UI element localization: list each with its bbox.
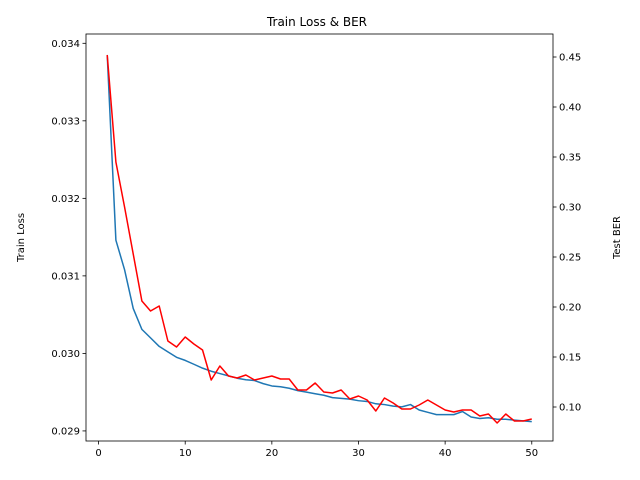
x-axis: 0 10 20 30 40 50 — [95, 441, 538, 459]
x-tick-label: 50 — [525, 448, 538, 459]
y-right-tick-label: 0.40 — [559, 103, 581, 114]
plot-frame — [85, 33, 554, 442]
y-axis-left: 0.029 0.030 0.031 0.032 0.033 0.034 — [51, 39, 86, 437]
y-right-tick-label: 0.15 — [559, 353, 581, 364]
x-tick-label: 30 — [352, 448, 365, 459]
x-tick-label: 40 — [439, 448, 452, 459]
y-right-tick-label: 0.30 — [559, 203, 581, 214]
y-left-tick-label: 0.030 — [51, 349, 80, 360]
x-tick-label: 20 — [265, 448, 278, 459]
y-right-tick-label: 0.45 — [559, 53, 581, 64]
y-right-tick-label: 0.10 — [559, 403, 581, 414]
chart-title: Train Loss & BER — [266, 15, 367, 29]
plot-area — [106, 54, 532, 424]
y-left-tick-label: 0.034 — [51, 39, 80, 50]
y-left-tick-label: 0.029 — [51, 426, 80, 437]
y-left-tick-label: 0.032 — [51, 194, 80, 205]
x-tick-label: 0 — [95, 448, 101, 459]
y-left-tick-label: 0.031 — [51, 271, 80, 282]
y-right-tick-label: 0.20 — [559, 303, 581, 314]
series-line-train-loss — [106, 54, 532, 423]
y-axis-right: 0.10 0.15 0.20 0.25 0.30 0.35 0.40 0.45 — [553, 53, 581, 414]
y-axis-left-title: Train Loss — [16, 213, 27, 263]
series-line-test-ber — [106, 54, 532, 424]
y-right-tick-label: 0.35 — [559, 153, 581, 164]
y-left-tick-label: 0.033 — [51, 116, 80, 127]
x-tick-label: 10 — [179, 448, 192, 459]
y-axis-right-title: Test BER — [612, 216, 623, 260]
y-right-tick-label: 0.25 — [559, 253, 581, 264]
